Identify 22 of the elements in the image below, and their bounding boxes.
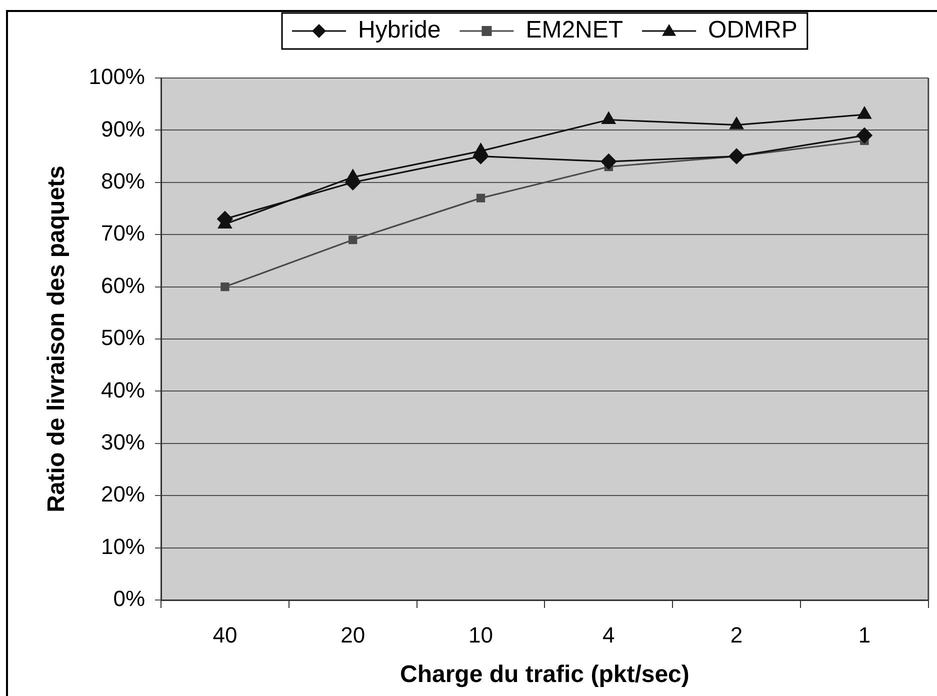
y-tick-label: 100% [88,64,145,90]
legend-label: Hybride [358,16,441,44]
y-tick-label: 0% [113,586,145,612]
x-axis-title: Charge du trafic (pkt/sec) [400,661,690,688]
y-tick-label: 50% [100,325,145,350]
y-tick-label: 20% [100,482,145,507]
x-tick-label: 4 [602,622,615,648]
legend-label: ODMRP [708,16,798,44]
x-tick-label: 40 [212,622,238,648]
y-tick-label: 90% [100,116,145,142]
x-tick-label: 20 [340,622,366,648]
x-tick-label: 10 [468,622,493,648]
y-tick-label: 10% [100,534,145,559]
x-tick-label: 2 [730,622,743,648]
y-axis-title: Ratio de livraison des paquets [43,166,70,512]
y-tick-label: 70% [100,220,145,246]
y-tick-label: 30% [100,429,145,454]
y-tick-label: 80% [100,168,145,194]
y-tick-label: 60% [100,272,145,298]
x-tick-label: 1 [858,622,871,648]
legend-label: EM2NET [526,16,624,44]
y-tick-label: 40% [100,377,145,402]
